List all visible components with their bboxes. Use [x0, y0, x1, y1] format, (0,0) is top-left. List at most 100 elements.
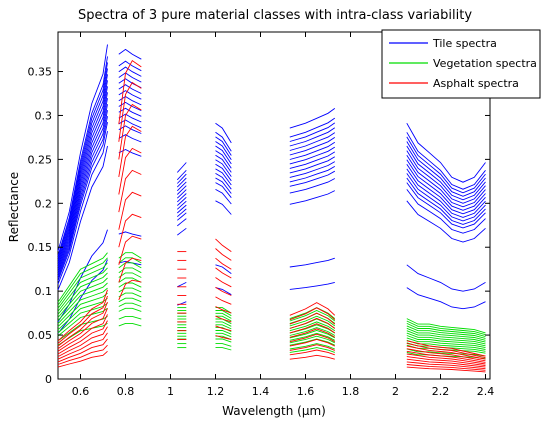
spectrum-line [57, 320, 108, 355]
spectrum-line [215, 343, 232, 347]
spectrum-line [118, 260, 142, 266]
spectrum-line [215, 296, 232, 305]
spectrum-line [406, 335, 486, 347]
spectrum-line [215, 122, 232, 144]
spectrum-line [289, 315, 336, 327]
spectrum-line [118, 297, 142, 303]
spectrum-line [215, 310, 232, 317]
spectrum-line [289, 156, 336, 174]
spectrum-line [57, 314, 108, 352]
x-tick-label: 2.4 [477, 385, 495, 398]
spectrum-line [289, 312, 336, 325]
spectrum-line [406, 318, 486, 334]
spectrum-line [215, 189, 232, 205]
spectrum-line [289, 347, 335, 353]
x-tick-label: 0.6 [72, 385, 90, 398]
spectrum-line [215, 332, 232, 338]
spectrum-line [289, 310, 336, 322]
spectrum-line [289, 146, 336, 165]
spectrum-line [177, 208, 187, 218]
spectrum-line [57, 92, 108, 270]
spectrum-line [215, 257, 232, 270]
spectrum-line [289, 338, 335, 346]
spectrum-line [118, 125, 142, 177]
legend-label-tile: Tile spectra [432, 37, 497, 50]
spectrum-line [406, 264, 486, 292]
legend-item-tile: Tile spectra [389, 37, 497, 50]
spectrum-line [289, 117, 336, 138]
spectrum-line [406, 337, 486, 349]
spectrum-line [406, 168, 486, 218]
spectrum-line [215, 136, 232, 156]
spectrum-line [118, 262, 142, 269]
spectrum-line [289, 178, 336, 194]
spectrum-line [118, 235, 142, 265]
spectrum-line [57, 74, 108, 263]
spectrum-line [406, 350, 486, 363]
spectrum-line [215, 315, 232, 322]
spectrum-line [57, 145, 108, 291]
spectrum-line [406, 353, 486, 365]
spectrum-line [289, 302, 336, 316]
spectrum-line [406, 322, 486, 338]
spectrum-line [215, 168, 232, 186]
spectrum-line [406, 366, 486, 373]
spectrum-line [289, 108, 336, 129]
spectrum-line [176, 169, 187, 181]
spectrum-line [57, 110, 108, 277]
spectrum-line [57, 262, 108, 309]
spectrum-line [215, 264, 232, 274]
spectrum-line [289, 137, 336, 156]
spectrum-line [289, 170, 336, 187]
spectrum-line [215, 325, 232, 332]
spectrum-line [57, 332, 108, 360]
spectrum-line [118, 81, 142, 142]
spectrum-line [406, 287, 486, 310]
x-tick-label: 1.4 [252, 385, 270, 398]
spectrum-line [118, 272, 142, 278]
spectrum-line [118, 169, 142, 213]
spectrum-line [406, 332, 486, 345]
spectrum-line [57, 292, 108, 328]
spectrum-line [215, 141, 232, 160]
spectrum-line [406, 200, 486, 243]
spectrum-line [215, 177, 232, 194]
spectrum-line [289, 307, 336, 321]
spectrum-line [118, 59, 142, 125]
spectrum-line [406, 141, 486, 197]
series-layer [57, 44, 486, 373]
legend-label-vegetation: Vegetation spectra [433, 57, 537, 70]
spectrum-line [215, 182, 232, 198]
spectrum-line [289, 151, 336, 169]
spectrum-line [118, 147, 142, 195]
spectrum-line [57, 267, 108, 312]
spectrum-line [215, 321, 232, 327]
spectrum-line [406, 361, 486, 370]
spectrum-line [118, 48, 142, 60]
spectrum-line [118, 90, 142, 100]
spectrum-line [118, 125, 142, 134]
spectrum-line [289, 122, 336, 142]
spectrum-line [57, 282, 108, 321]
spectrum-line [289, 333, 336, 343]
spectrum-line [406, 177, 486, 225]
spectrum-line [118, 84, 142, 94]
spectrum-line [118, 213, 142, 248]
spectrum-line [406, 364, 486, 371]
spectrum-line [177, 204, 187, 214]
spectrum-line [177, 212, 187, 221]
spectrum-line [289, 281, 335, 290]
spectrum-line [57, 350, 108, 368]
spectrum-line [289, 332, 336, 341]
spectrum-line [215, 306, 232, 314]
spectrum-line [118, 322, 142, 327]
y-tick-label: 0.25 [28, 153, 53, 166]
spectrum-line [118, 282, 142, 288]
spectrum-line [215, 347, 232, 351]
spectrum-line [406, 358, 486, 368]
spectrum-line [118, 252, 142, 259]
spectrum-line [176, 181, 187, 192]
spectrum-line [176, 200, 187, 210]
x-tick-label: 0.8 [117, 385, 135, 398]
spectrum-line [289, 257, 335, 268]
